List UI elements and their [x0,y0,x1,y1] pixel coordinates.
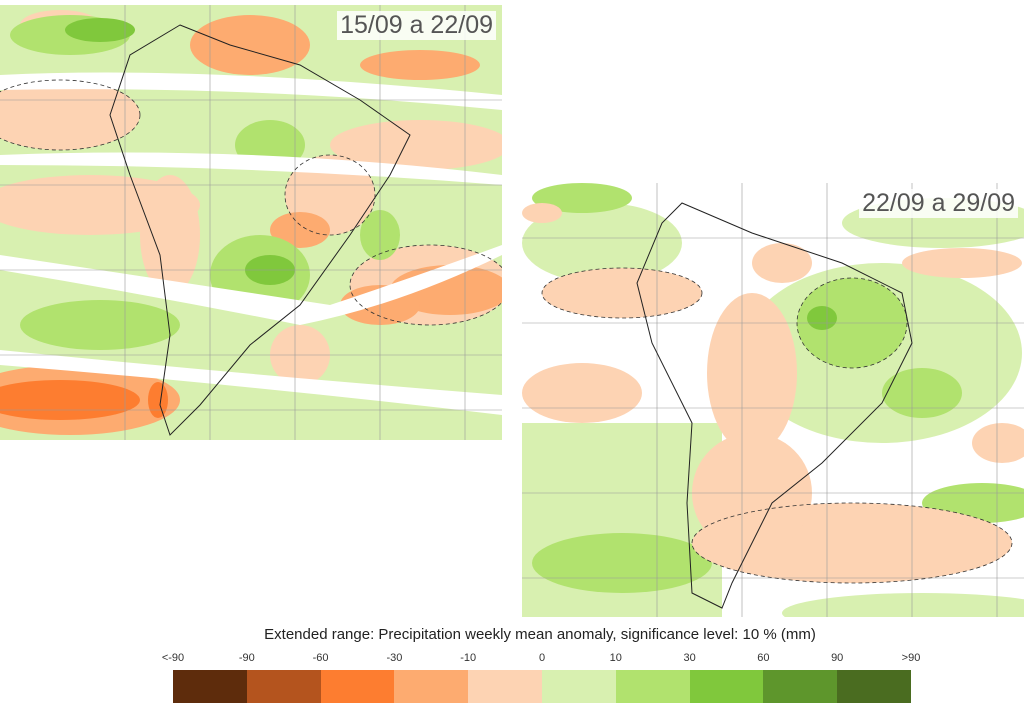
map-panel-week-1: 15/09 a 22/09 [0,5,502,440]
legend-tick-label: 10 [609,652,622,664]
legend-swatch [689,670,764,703]
legend-swatch [173,670,247,703]
legend-tick-label: >90 [901,652,921,664]
period-label: 15/09 a 22/09 [337,11,496,40]
legend-swatch [320,670,395,703]
anomaly-map-2 [522,183,1024,617]
legend-tick-label: -90 [238,652,255,664]
legend-tick-label: <-90 [161,652,185,664]
legend-tick-label: 60 [757,652,770,664]
legend-swatch [246,670,321,703]
anomaly-map-1 [0,5,502,440]
legend-tick-label: -30 [386,652,403,664]
legend-swatch [615,670,690,703]
legend-tick-label: -60 [312,652,329,664]
legend-tick-label: 90 [831,652,844,664]
legend-swatch [394,670,469,703]
legend-swatch [763,670,838,703]
legend-colorbar [173,670,911,703]
period-label: 22/09 a 29/09 [859,189,1018,218]
legend-tick-label: -10 [460,652,477,664]
map-panel-week-2: 22/09 a 29/09 [522,183,1024,617]
legend-tick-label: 0 [538,652,546,664]
legend-swatch [837,670,911,703]
legend-title: Extended range: Precipitation weekly mea… [264,626,816,643]
legend-swatch [468,670,542,703]
legend-swatch [541,670,616,703]
legend-tick-label: 30 [683,652,696,664]
